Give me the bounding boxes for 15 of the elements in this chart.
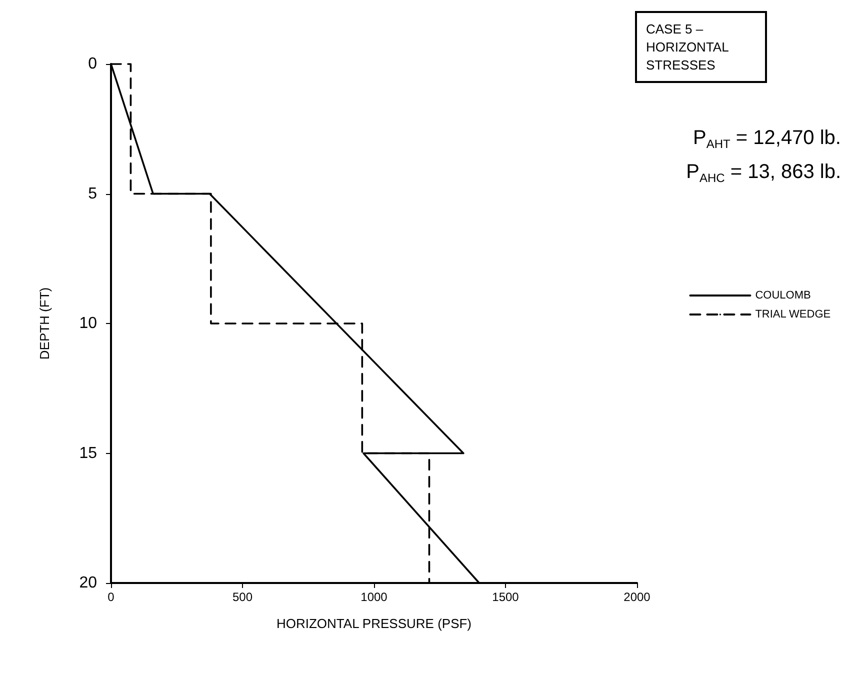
y-tick-label: 5: [88, 185, 98, 202]
x-tick-label: 1500: [492, 590, 520, 604]
y-tick-label: 20: [79, 574, 98, 592]
x-tick-label: 500: [232, 590, 253, 604]
text: COULOMB: [755, 290, 811, 302]
y-tick-label: 0: [88, 56, 98, 72]
x-tick-label: 1000: [360, 590, 388, 604]
text: TRIAL WEDGE: [755, 308, 831, 320]
y-axis-title: DEPTH (FT): [37, 287, 52, 360]
y-tick-label: 15: [79, 444, 98, 462]
x-axis-title: HORIZONTAL PRESSURE (PSF): [276, 616, 472, 631]
text: CASE 5 – HORIZONTAL STRESSES: [646, 22, 732, 72]
x-tick-label: 0: [108, 590, 115, 604]
y-tick-label: 10: [79, 315, 98, 332]
x-tick-label: 2000: [624, 590, 651, 604]
